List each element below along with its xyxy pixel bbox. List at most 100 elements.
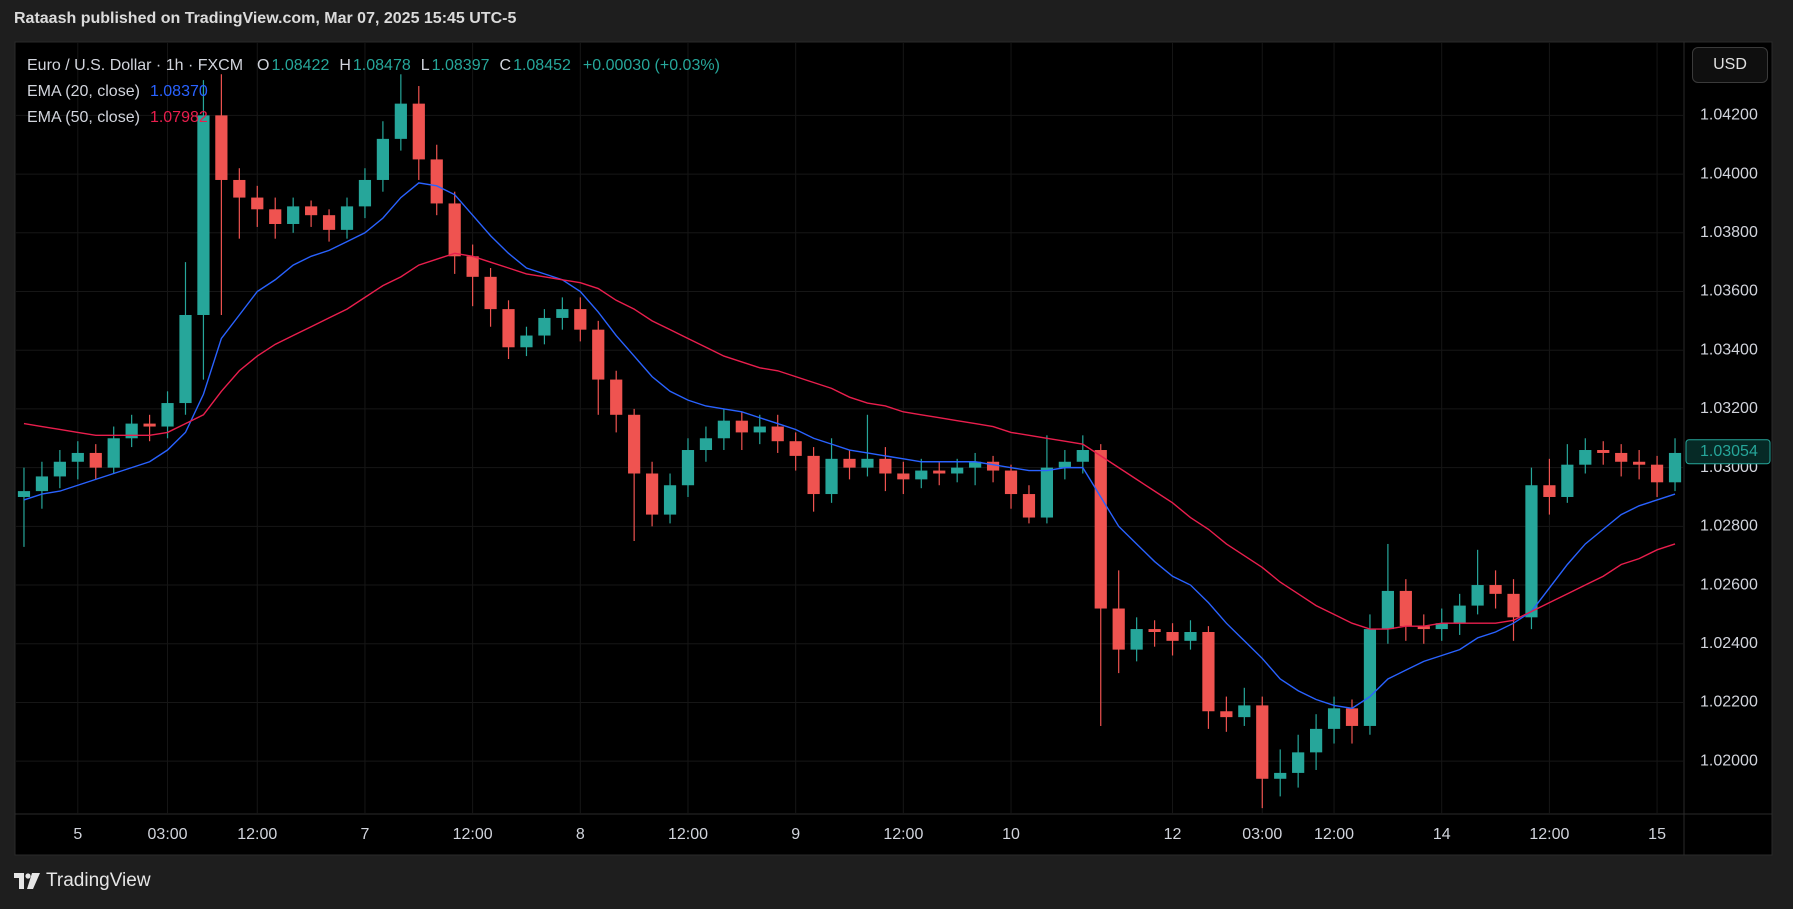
candle-body [1668, 452, 1682, 483]
candle-body [71, 452, 84, 462]
candle-body [1507, 593, 1520, 618]
brand: TradingView [46, 870, 151, 891]
candle-body [1130, 629, 1143, 650]
candle-body [735, 420, 748, 433]
candle-body [17, 491, 31, 497]
y-tick-label: 1.02800 [1700, 518, 1758, 535]
candle-body [681, 450, 695, 486]
candle-body [322, 215, 336, 230]
candle-body [1112, 608, 1125, 650]
y-tick-label: 1.02400 [1700, 635, 1758, 652]
x-tick-label: 12:00 [237, 826, 277, 843]
indicator-legend: EMA (20, close) 1.08370 EMA (50, close) 1.0… [27, 79, 720, 131]
candle-body [394, 103, 407, 139]
candle-body [520, 335, 533, 348]
y-tick-label: 1.03800 [1700, 224, 1758, 241]
candle-body [287, 206, 300, 224]
candle-body [1363, 629, 1377, 726]
y-tick-label: 1.03600 [1700, 283, 1758, 300]
x-tick-label: 7 [360, 826, 369, 843]
x-tick-label: 15 [1648, 826, 1666, 843]
x-tick-label: 9 [791, 826, 800, 843]
candle-body [1615, 452, 1628, 462]
candle-body [161, 403, 174, 427]
candle-body [358, 179, 372, 207]
candle-body [305, 206, 318, 216]
symbol-title: Euro / U.S. Dollar · 1h · FXCM [27, 57, 244, 74]
x-tick-label: 03:00 [1242, 826, 1282, 843]
y-tick-label: 1.02600 [1700, 576, 1758, 593]
candle-body [143, 423, 156, 427]
candle-body [1166, 632, 1179, 641]
candle-body [951, 467, 964, 474]
candle-body [1040, 467, 1054, 518]
candle-body [789, 441, 802, 456]
candle-body [861, 458, 874, 468]
candle-body [107, 438, 120, 468]
y-tick-label: 1.04200 [1700, 107, 1758, 124]
candle-body [1597, 450, 1610, 453]
ohlc-value: 1.08397 [431, 57, 490, 74]
legend-value: 1.07982 [149, 109, 208, 126]
x-tick-label: 12:00 [883, 826, 923, 843]
candle-body [986, 461, 1000, 471]
candle-body [556, 309, 569, 318]
ema-line [23, 252, 1676, 630]
candle-body [1022, 494, 1036, 518]
candle-body [771, 426, 784, 442]
x-tick-label: 12:00 [1529, 826, 1569, 843]
candle-body [1256, 705, 1269, 779]
candle-body [466, 256, 479, 277]
change: +0.00030 (+0.03%) [582, 57, 720, 74]
candle-body [340, 206, 354, 230]
candle-body [1220, 711, 1233, 718]
x-tick-label: 8 [576, 826, 585, 843]
candle-body [1202, 632, 1215, 712]
candle-body [1489, 585, 1502, 594]
footer: TradingView [14, 870, 151, 892]
y-tick-label: 1.04000 [1700, 165, 1758, 182]
currency-button[interactable]: USD [1692, 47, 1768, 83]
candle-body [179, 314, 192, 404]
ohlc-label: C [499, 57, 512, 74]
candle-body [1094, 450, 1107, 609]
candle-body [1076, 450, 1089, 462]
candle-body [574, 309, 587, 330]
y-tick-label: 1.03400 [1700, 341, 1758, 358]
candle-body [251, 197, 264, 210]
y-tick-label: 1.02200 [1700, 694, 1758, 711]
candle-body [969, 461, 982, 468]
ohlc-value: 1.08478 [352, 57, 411, 74]
candle-body [897, 473, 910, 480]
candle-body [645, 473, 659, 515]
legend: Euro / U.S. Dollar · 1h · FXCM O 1.08422 H… [27, 53, 720, 131]
candle-body [1238, 705, 1251, 718]
candle-body [663, 485, 677, 515]
chart-background [14, 41, 1773, 856]
candle-body [125, 423, 138, 439]
symbol-row: Euro / U.S. Dollar · 1h · FXCM O 1.08422 H… [27, 53, 720, 79]
candle-body [1292, 752, 1305, 773]
x-tick-label: 03:00 [148, 826, 188, 843]
candle-body [1148, 629, 1161, 633]
candle-body [197, 115, 210, 315]
x-tick-label: 12:00 [453, 826, 493, 843]
candle-body [233, 179, 246, 198]
candle-body [269, 209, 282, 224]
candle-body [1471, 585, 1484, 606]
ohlc-value: 1.08452 [513, 57, 571, 74]
legend-name: EMA (50, close) [27, 109, 140, 126]
candle-body [699, 438, 713, 451]
candle-body [592, 329, 605, 380]
legend-row: EMA (20, close) 1.08370 [27, 79, 720, 105]
candle-body [915, 470, 928, 480]
ohlc-value: 1.08422 [271, 57, 330, 74]
candle-body [628, 414, 641, 474]
candle-body [717, 420, 730, 439]
candle-body [1650, 464, 1664, 483]
candle-body [1345, 708, 1359, 726]
candle-body [1004, 470, 1018, 495]
candle-body [843, 458, 856, 468]
x-tick-label: 5 [73, 826, 82, 843]
